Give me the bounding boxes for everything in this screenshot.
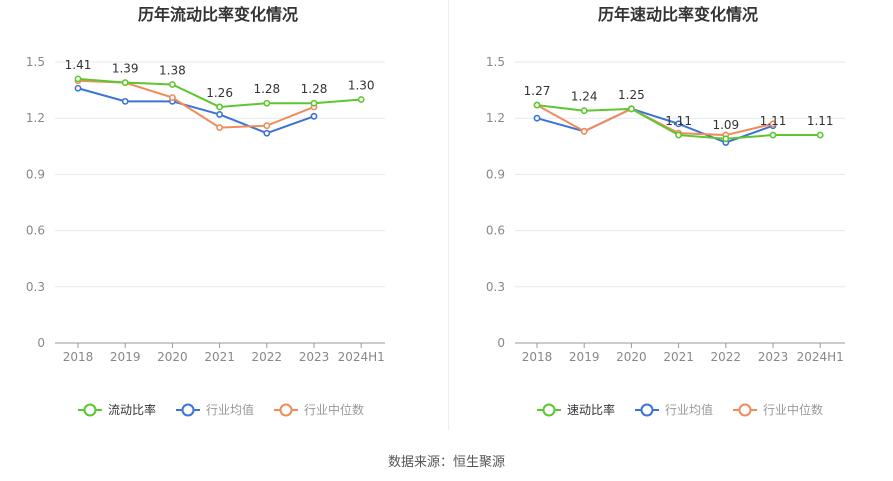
x-tick-label: 2022: [252, 350, 283, 364]
x-tick-label: 2023: [758, 350, 789, 364]
data-point: [168, 81, 176, 88]
data-point: [263, 99, 271, 107]
x-tick-label: 2020: [616, 350, 647, 364]
data-label: 1.26: [206, 86, 233, 100]
data-point: [769, 120, 777, 128]
x-tick-label: 2018: [522, 350, 553, 364]
legend-swatch-marker: [542, 403, 556, 417]
data-point: [216, 103, 223, 111]
data-label: 1.41: [65, 58, 92, 72]
legend-swatch-marker: [181, 403, 195, 417]
legend-item: 速动比率: [537, 402, 615, 417]
x-tick-label: 2021: [663, 350, 694, 364]
legend-item: 行业均值: [176, 402, 254, 417]
y-tick-label: 1.5: [26, 55, 45, 69]
data-point: [121, 79, 129, 87]
y-tick-label: 0.9: [486, 167, 505, 181]
data-point: [121, 97, 129, 105]
legend-label: 行业均值: [665, 402, 713, 417]
data-point: [816, 131, 824, 139]
y-tick-label: 0.6: [486, 224, 505, 238]
data-point: [533, 101, 541, 109]
y-tick-label: 0: [37, 336, 45, 350]
legend-item: 行业中位数: [733, 402, 823, 417]
y-tick-label: 0: [497, 336, 505, 350]
legend-swatch-marker: [83, 403, 97, 417]
data-label: 1.11: [665, 114, 692, 128]
panel-separator: [448, 0, 449, 430]
data-label: 1.25: [618, 88, 645, 102]
data-point: [675, 131, 682, 139]
x-tick-label: 2024H1: [338, 350, 385, 364]
series-line-1: [536, 107, 774, 144]
legend-label: 速动比率: [567, 402, 615, 417]
x-tick-label: 2019: [110, 350, 141, 364]
x-tick-label: 2020: [157, 350, 188, 364]
x-tick-label: 2023: [299, 350, 330, 364]
legend-label: 行业中位数: [304, 402, 364, 417]
y-tick-label: 0.3: [486, 280, 505, 294]
y-tick-label: 1.2: [486, 111, 505, 125]
legend-label: 行业均值: [206, 402, 254, 417]
data-point: [74, 84, 82, 92]
data-point: [675, 120, 682, 128]
data-point: [263, 129, 271, 137]
data-point: [628, 105, 635, 113]
x-tick-label: 2022: [711, 350, 742, 364]
data-point: [263, 122, 271, 130]
legend-swatch-marker: [279, 403, 293, 417]
data-label: 1.28: [301, 82, 328, 96]
series-line-1: [77, 87, 315, 135]
data-label: 1.39: [112, 62, 139, 76]
chart-1: 历年流动比率变化情况 0 0.3 0.6 0.9 1.2 1.5 2018 2019 2020 20…: [26, 5, 385, 417]
y-tick-label: 1.2: [26, 111, 45, 125]
data-point: [168, 94, 176, 101]
y-tick-label: 0.3: [26, 280, 45, 294]
x-tick-label: 2019: [569, 350, 600, 364]
legend-swatch-marker: [640, 403, 654, 417]
data-label: 1.24: [571, 90, 598, 104]
data-point: [310, 99, 318, 107]
data-point: [722, 135, 730, 143]
chart-title: 历年流动比率变化情况: [138, 5, 298, 24]
y-tick-label: 0.9: [26, 167, 45, 181]
chart-title: 历年速动比率变化情况: [598, 5, 758, 24]
data-point: [216, 124, 223, 131]
data-label: 1.28: [253, 82, 280, 96]
data-label: 1.11: [807, 114, 834, 128]
legend-swatch-marker: [738, 403, 752, 417]
data-point: [357, 96, 365, 103]
legend-item: 行业均值: [635, 402, 713, 417]
legend-label: 行业中位数: [763, 402, 823, 417]
data-point: [533, 114, 541, 122]
data-label: 1.38: [159, 63, 186, 77]
legend-item: 流动比率: [78, 402, 156, 417]
x-tick-label: 2024H1: [797, 350, 844, 364]
chart-2: 历年速动比率变化情况 0 0.3 0.6 0.9 1.2 1.5 2018 2019 2020 20…: [486, 5, 845, 417]
legend-label: 流动比率: [108, 402, 156, 417]
y-tick-label: 0.6: [26, 224, 45, 238]
source-footnote: 数据来源：恒生聚源: [387, 455, 505, 470]
data-label: 1.09: [712, 118, 739, 132]
legend-item: 行业中位数: [274, 402, 364, 417]
data-point: [580, 107, 588, 115]
data-label: 1.27: [524, 84, 551, 98]
data-point: [216, 111, 223, 118]
data-point: [74, 75, 82, 83]
x-tick-label: 2018: [63, 350, 94, 364]
data-point: [769, 131, 777, 139]
data-point: [580, 127, 588, 135]
data-point: [310, 112, 318, 120]
data-label: 1.11: [760, 114, 787, 128]
x-tick-label: 2021: [204, 350, 235, 364]
data-label: 1.30: [348, 78, 375, 92]
y-tick-label: 1.5: [486, 55, 505, 69]
